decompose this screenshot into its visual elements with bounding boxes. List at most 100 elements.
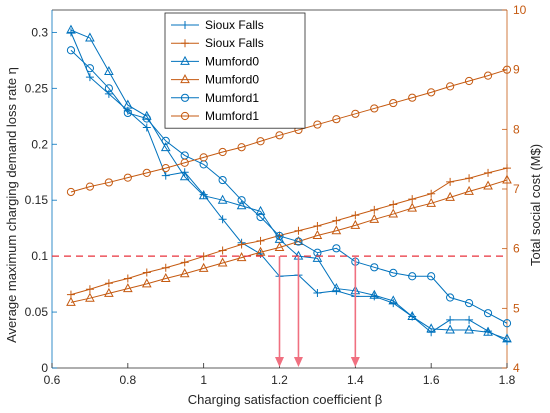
data-point-circle [294,237,303,246]
data-point-circle [142,168,151,177]
data-point-circle [237,143,246,152]
data-point-plus [181,21,189,29]
data-point-plus [313,289,322,298]
series-mumford1-right [66,65,512,197]
data-point-triangle [66,296,76,306]
data-point-circle [483,309,493,318]
data-point-plus [142,123,151,132]
data-point-triangle [85,292,95,302]
data-point-circle [180,111,190,121]
series-layer [66,24,512,346]
legend-entry: Mumford0 [171,54,259,68]
data-point-circle [180,93,190,102]
x-tick-label: 1 [200,373,207,387]
data-point-plus [408,195,417,204]
data-point-circle [408,93,417,102]
data-point-plus [218,215,227,224]
legend-entry: Mumford1 [171,91,259,105]
data-point-plus [161,263,170,272]
data-point-triangle [122,283,133,293]
left-y-tick-label: 0.1 [31,249,48,263]
data-point-circle [502,65,512,74]
data-point-triangle [255,246,266,256]
data-point-triangle [104,65,114,76]
data-point-circle [427,88,436,97]
right-y-tick-label: 4 [513,361,520,375]
data-point-triangle [236,200,247,210]
data-point-plus [332,216,341,225]
left-y-axis-label: Average maximum charging demand loss rat… [4,67,19,343]
data-point-triangle [388,208,399,218]
data-point-triangle [180,55,190,65]
x-axis-ticks: 0.6 0.8 1 1.2 1.4 1.6 1.8 [44,363,516,387]
data-point-plus [484,168,493,177]
data-point-triangle [274,241,285,251]
data-point-plus [237,240,246,249]
data-point-plus [161,171,170,180]
data-point-triangle [198,190,209,200]
data-point-plus [256,236,265,245]
data-point-triangle [179,268,190,278]
data-point-triangle [236,252,247,262]
data-point-triangle [369,289,380,299]
data-point-plus [294,226,303,235]
data-point-circle [218,147,227,157]
x-axis-label: Charging satisfaction coefficient β [188,392,382,407]
data-point-plus [465,315,474,324]
data-point-circle [237,196,246,205]
arrow-head [293,357,303,367]
data-point-plus [446,177,455,186]
legend-entry: Sioux Falls [171,36,264,50]
data-point-triangle [464,185,474,195]
data-point-triangle [255,205,266,215]
data-point-triangle [160,142,171,152]
data-point-circle [408,272,417,281]
legend-label: Mumford0 [205,73,259,87]
data-point-circle [85,182,95,191]
data-point-circle [332,115,341,124]
data-point-triangle [350,219,361,229]
x-tick-label: 1.4 [347,373,364,387]
left-y-tick-label: 0 [41,361,48,375]
right-y-tick-label: 5 [513,301,520,315]
x-tick-label: 0.6 [44,373,61,387]
data-point-triangle [180,74,190,84]
legend-label: Mumford1 [205,91,259,105]
data-point-circle [389,98,398,108]
data-point-triangle [179,171,190,181]
legend-label: Mumford0 [205,54,259,68]
legend-label: Mumford1 [205,109,259,123]
series-line [70,167,508,296]
data-point-triangle [388,295,399,305]
data-point-circle [313,120,322,129]
legend-box [164,12,306,129]
right-y-axis-ticks: 4 5 6 7 8 9 10 [502,3,527,375]
data-point-plus [427,189,436,198]
data-point-circle [218,175,227,185]
legend-label: Sioux Falls [205,18,264,32]
x-tick-label: 1.2 [271,373,288,387]
series-mumford0-right [66,174,512,306]
data-point-triangle [217,194,228,204]
data-point-triangle [312,229,323,240]
left-y-tick-label: 0.15 [25,193,49,207]
data-point-circle [332,244,341,253]
data-point-triangle [445,191,455,201]
data-point-triangle [426,197,437,207]
legend-entry: Mumford0 [171,73,259,87]
data-point-triangle [160,272,171,282]
right-y-tick-label: 7 [513,182,520,196]
data-point-plus [104,89,113,98]
data-point-circle [123,108,132,118]
data-point-circle [464,76,474,86]
arrow-marker [293,256,303,367]
data-point-triangle [331,283,342,293]
data-point-circle [502,319,512,328]
data-point-plus [218,246,227,255]
left-y-axis-ticks: 0 0.05 0.1 0.15 0.2 0.25 0.3 [25,25,57,375]
legend-label: Sioux Falls [205,36,264,50]
right-y-tick-label: 9 [513,63,520,77]
data-point-triangle [407,310,418,321]
data-point-triangle [502,174,512,184]
